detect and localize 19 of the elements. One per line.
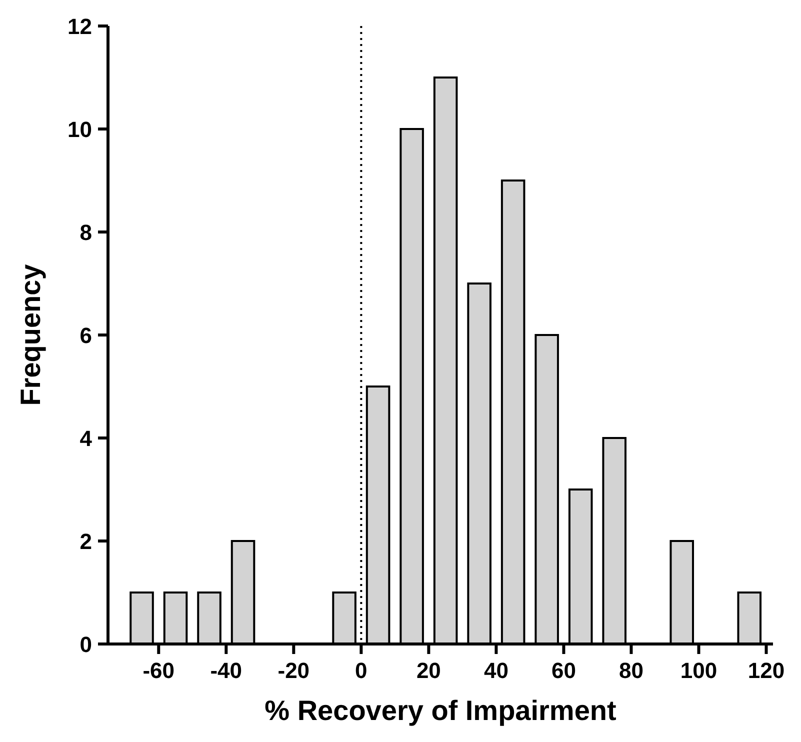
y-axis-title: Frequency xyxy=(15,264,46,406)
x-tick-label: 60 xyxy=(551,658,576,683)
x-tick-label: 40 xyxy=(484,658,508,683)
y-tick-label: 10 xyxy=(68,117,92,142)
y-tick-label: 4 xyxy=(80,426,93,451)
x-tick-label: -20 xyxy=(278,658,310,683)
x-tick-label: 20 xyxy=(416,658,441,683)
y-tick-label: 0 xyxy=(80,632,92,657)
x-tick-label: -40 xyxy=(210,658,242,683)
y-tick-label: 8 xyxy=(80,220,92,245)
x-tick-label: 80 xyxy=(618,658,644,683)
x-tick-label: 120 xyxy=(748,658,785,683)
x-axis-title: % Recovery of Impairment xyxy=(264,695,616,726)
x-tick-label: -60 xyxy=(142,658,175,683)
y-tick-label: 12 xyxy=(68,14,92,39)
y-tick-label: 2 xyxy=(80,529,92,554)
x-tick-label: 0 xyxy=(355,658,368,683)
y-tick-label: 6 xyxy=(80,323,92,348)
x-tick-label: 100 xyxy=(680,658,718,683)
